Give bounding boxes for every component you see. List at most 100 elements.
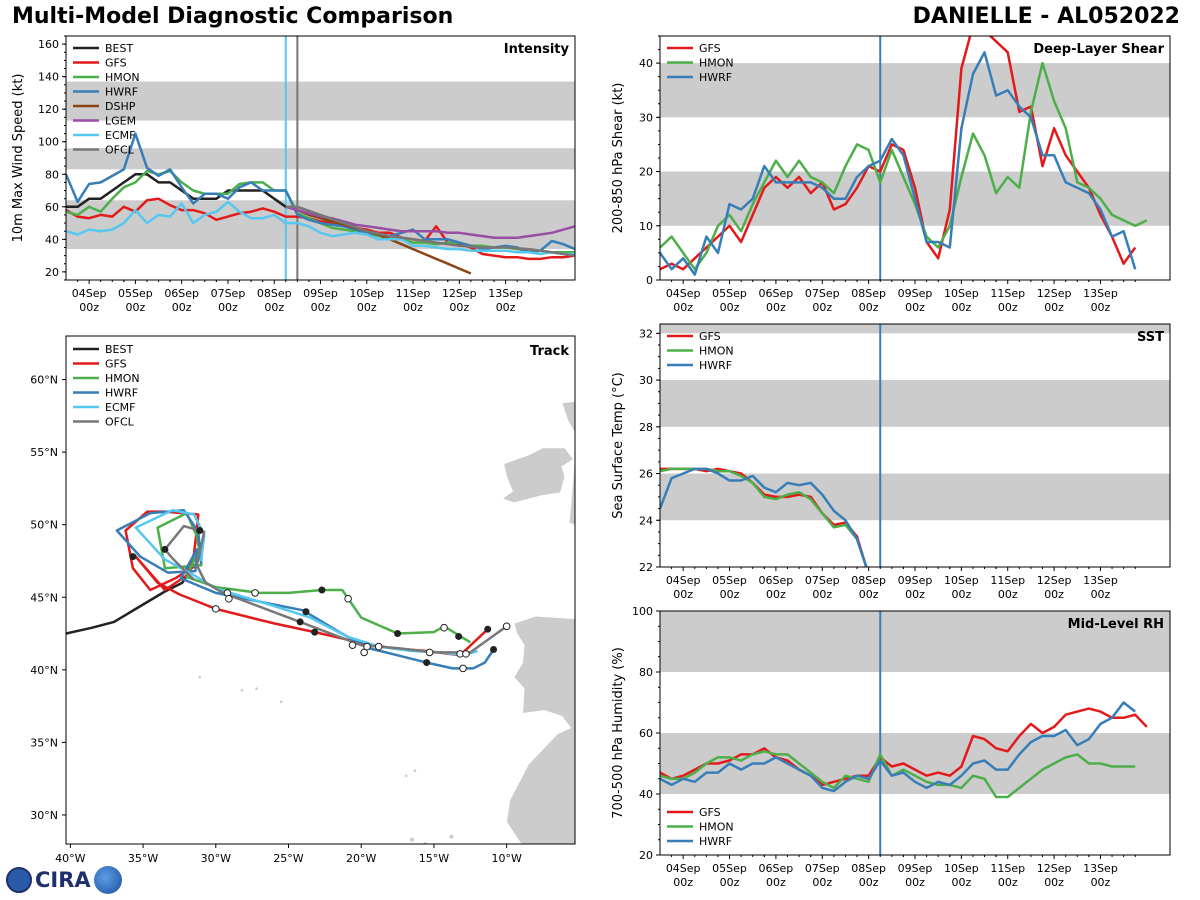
x-tick-label-date: 09Sep [303, 287, 338, 300]
y-tick-label: 40 [45, 233, 59, 246]
x-tick-label-date: 06Sep [164, 287, 199, 300]
track-hmon-line [156, 511, 471, 644]
x-tick-label-hour: 00z [766, 301, 786, 314]
lat-tick-label: 30°N [30, 809, 58, 822]
x-tick-label-hour: 00z [766, 588, 786, 601]
y-tick-label: 60 [639, 727, 653, 740]
x-tick-label-date: 12Sep [1037, 574, 1072, 587]
canary-island [449, 834, 454, 839]
x-tick-label-date: 09Sep [898, 287, 933, 300]
y-tick-label: 80 [639, 666, 653, 679]
x-tick-label-hour: 00z [905, 588, 925, 601]
x-tick-label-date: 05Sep [118, 287, 153, 300]
legend-label-hwrf: HWRF [699, 71, 732, 84]
island [405, 774, 408, 778]
y-tick-label: 100 [632, 605, 653, 618]
x-tick-label-date: 12Sep [1037, 287, 1072, 300]
x-tick-label-hour: 00z [1091, 876, 1111, 889]
track-hmon-marker-filled [394, 630, 402, 638]
x-tick-label-hour: 00z [1091, 301, 1111, 314]
shade-band [66, 81, 575, 121]
track-ofcl-marker-filled [296, 618, 304, 626]
track-gfs-marker-filled [129, 553, 137, 561]
x-tick-label-hour: 00z [126, 301, 146, 314]
legend-label-ofcl: OFCL [105, 416, 135, 429]
legend-label-hwrf: HWRF [699, 359, 732, 372]
x-tick-label-hour: 00z [172, 301, 192, 314]
series-best-line [66, 173, 298, 209]
x-tick-label-hour: 00z [311, 301, 331, 314]
track-hwrf-marker-open [459, 664, 467, 673]
x-tick-label-date: 04Sep [666, 862, 701, 875]
x-tick-label-hour: 00z [998, 876, 1018, 889]
legend-label-hmon: HMON [105, 372, 140, 385]
lat-tick-label: 40°N [30, 664, 58, 677]
panel-shear: 01020304004Sep00z05Sep00z06Sep00z07Sep00… [611, 35, 1171, 314]
legend-label-gfs: GFS [699, 42, 721, 55]
x-tick-label-hour: 00z [951, 588, 971, 601]
x-tick-label-hour: 00z [998, 301, 1018, 314]
y-tick-label: 40 [639, 57, 653, 70]
x-tick-label-hour: 00z [720, 301, 740, 314]
legend-label-gfs: GFS [105, 57, 127, 70]
panel-sst: 22242628303204Sep00z05Sep00z06Sep00z07Se… [611, 323, 1171, 601]
x-tick-label-hour: 00z [79, 301, 99, 314]
y-tick-label: 20 [639, 849, 653, 862]
y-tick-label: 22 [639, 561, 653, 574]
x-tick-label-hour: 00z [496, 301, 516, 314]
legend-label-best: BEST [105, 343, 133, 356]
cira-mark-icon [6, 867, 32, 893]
x-tick-label-hour: 00z [720, 876, 740, 889]
x-tick-label-date: 05Sep [712, 287, 747, 300]
track-best-line [66, 563, 196, 635]
series-gfs-line [660, 707, 1148, 787]
x-tick-label-date: 07Sep [805, 574, 840, 587]
panel-intensity: 2040608010012014016004Sep00z05Sep00z06Se… [11, 35, 576, 314]
y-axis-label: Sea Surface Temp (°C) [611, 372, 626, 519]
x-tick-label-hour: 00z [859, 301, 879, 314]
x-tick-label-date: 07Sep [805, 862, 840, 875]
y-tick-label: 80 [45, 168, 59, 181]
land-masses [198, 379, 575, 844]
legend-label-gfs: GFS [699, 330, 721, 343]
x-tick-label-date: 11Sep [990, 862, 1025, 875]
y-tick-label: 10 [639, 220, 653, 233]
cira-logo: CIRA [6, 866, 122, 894]
lat-tick-label: 60°N [30, 374, 58, 387]
x-tick-label-hour: 00z [357, 301, 377, 314]
shade-band [66, 148, 575, 170]
x-tick-label-date: 06Sep [759, 574, 794, 587]
legend-label-hmon: HMON [699, 345, 734, 358]
panel-title: Intensity [504, 42, 570, 57]
x-tick-label-date: 08Sep [851, 574, 886, 587]
island [413, 769, 417, 773]
track-gfs-marker-filled [484, 625, 492, 633]
y-tick-label: 24 [639, 514, 653, 527]
legend-label-best: BEST [105, 42, 133, 55]
track-ofcl-marker-open [502, 622, 511, 631]
x-tick-label-date: 05Sep [712, 862, 747, 875]
track-gfs-marker-open [348, 641, 357, 649]
lon-tick-label: 10°W [491, 852, 521, 865]
panel-title: Deep-Layer Shear [1033, 42, 1164, 57]
canary-island [410, 837, 415, 842]
x-tick-label-date: 13Sep [488, 287, 523, 300]
y-tick-label: 40 [639, 788, 653, 801]
x-tick-label-date: 09Sep [898, 574, 933, 587]
x-tick-label-hour: 00z [449, 301, 469, 314]
y-axis-label: 700-500 hPa Humidity (%) [611, 647, 626, 819]
y-tick-label: 20 [45, 266, 59, 279]
shade-band [660, 63, 1170, 118]
lat-tick-label: 50°N [30, 519, 58, 532]
x-tick-label-hour: 00z [1044, 588, 1064, 601]
x-tick-label-date: 08Sep [851, 862, 886, 875]
y-tick-label: 26 [639, 468, 653, 481]
y-tick-label: 32 [639, 327, 653, 340]
x-tick-label-hour: 00z [859, 876, 879, 889]
panel-track: 40°W 35°W 30°W 25°W 20°W 15°W 10°W 30°N 35°N 40°N… [30, 335, 576, 865]
legend-label-hmon: HMON [699, 821, 734, 834]
shade-band [660, 473, 1170, 521]
x-tick-label-hour: 00z [1044, 301, 1064, 314]
y-tick-label: 60 [45, 201, 59, 214]
y-tick-label: 30 [639, 374, 653, 387]
